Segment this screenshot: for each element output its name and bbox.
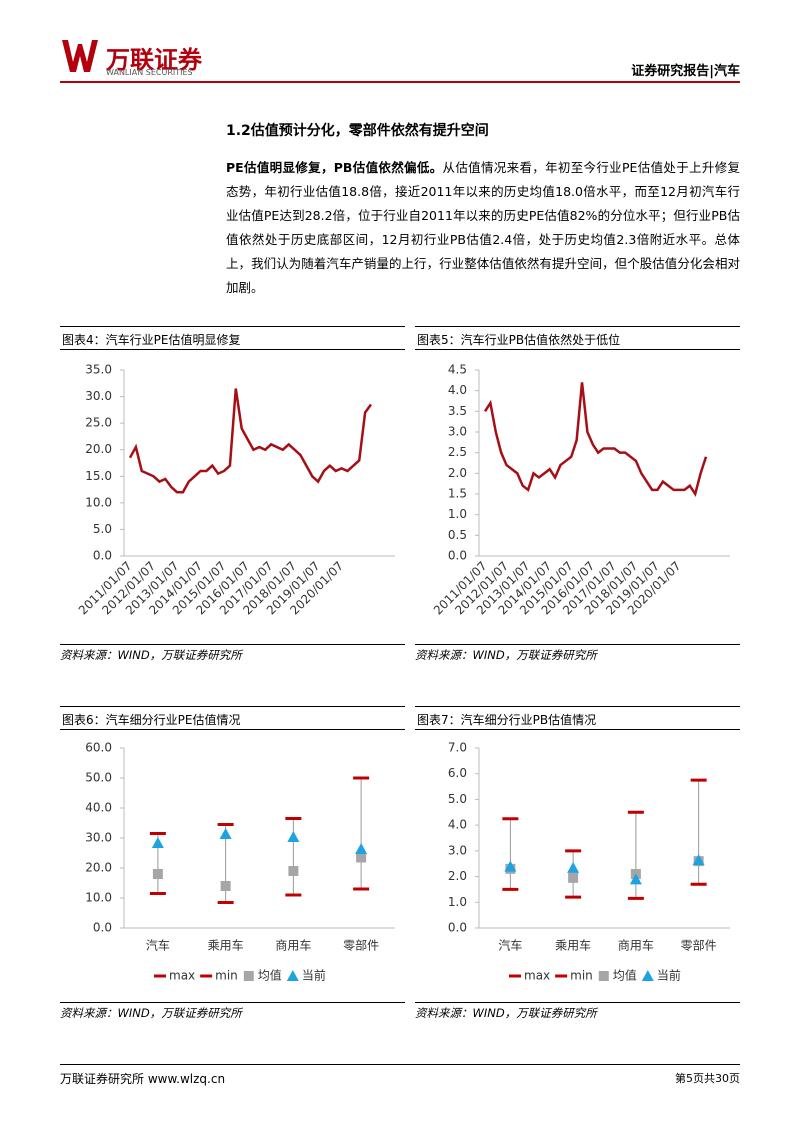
source: 资料来源：WIND，万联证券研究所 <box>60 1002 405 1021</box>
y-tick-label: 30.0 <box>85 831 112 845</box>
x-tick-label: 零部件 <box>343 938 379 953</box>
y-tick-label: 0.0 <box>448 549 467 563</box>
y-tick-label: 60.0 <box>85 741 112 755</box>
legend-label: max <box>169 969 195 983</box>
current-mark <box>567 861 580 873</box>
y-tick-label: 30.0 <box>85 389 112 403</box>
section-title: 1.2估值预计分化，零部件依然有提升空间 <box>226 123 489 139</box>
legend-label: 均值 <box>613 968 637 983</box>
legend-key <box>286 970 299 981</box>
legend-key <box>243 971 254 981</box>
x-tick-label: 汽车 <box>498 938 522 953</box>
chart: 0.00.51.01.52.02.53.03.54.04.52011/01/07… <box>431 363 730 618</box>
y-tick-label: 50.0 <box>85 771 112 785</box>
lead: PE估值明显修复，PB估值依然偏低。 <box>226 160 443 175</box>
chart: 0.05.010.015.020.025.030.035.02011/01/07… <box>76 363 395 618</box>
y-tick-label: 2.5 <box>448 445 467 459</box>
source: 资料来源：WIND，万联证券研究所 <box>60 644 405 663</box>
x-tick-label: 汽车 <box>146 938 170 953</box>
y-tick-label: 10.0 <box>85 891 112 905</box>
series-line <box>483 382 708 498</box>
chart: 0.0 10.0 20.0 30.0 40.0 50.0 60.0 汽车 乘用车 商用车 零部件 ma… <box>85 741 395 983</box>
current-mark <box>355 843 368 854</box>
y-tick-label: 20.0 <box>85 861 112 875</box>
logo-mark <box>62 40 98 72</box>
y-tick-label: 6.0 <box>448 766 467 780</box>
body-text: 从估值情况来看，年初至今行业PE估值处于上升修复态势，年初行业估值18.8倍，接… <box>226 160 740 295</box>
figure-title: 图表7：汽车细分行业PB估值情况 <box>415 706 740 730</box>
y-tick-label: 0.5 <box>448 528 467 542</box>
legend-label: min <box>215 969 238 983</box>
footer-rule <box>60 1064 740 1065</box>
page-number: 第5页共30页 <box>675 1072 740 1085</box>
chart: 0.0 1.0 2.0 3.0 4.0 5.0 6.0 7.0 汽车 乘用车 商用车 零部件 max mi… <box>448 741 730 983</box>
y-tick-label: 4.0 <box>448 818 467 832</box>
mean-mark <box>356 852 367 863</box>
legend-label: max <box>524 969 550 983</box>
y-tick-label: 3.0 <box>448 843 467 857</box>
y-tick-label: 0.0 <box>448 921 467 935</box>
brand: 万联证券 <box>106 46 202 74</box>
figure-title: 图表4：汽车行业PE估值明显修复 <box>60 326 405 350</box>
x-tick-label: 商用车 <box>275 938 311 953</box>
y-tick-label: 5.0 <box>93 522 112 536</box>
current-mark <box>151 837 164 848</box>
legend-label: 当前 <box>302 968 326 983</box>
source: 资料来源：WIND，万联证券研究所 <box>415 644 740 663</box>
y-tick-label: 15.0 <box>85 469 112 483</box>
y-tick-label: 0.0 <box>93 549 112 563</box>
y-tick-label: 4.0 <box>448 383 467 397</box>
x-tick-label: 零部件 <box>681 938 717 953</box>
x-tick-label: 乘用车 <box>208 938 244 953</box>
header-rule <box>60 81 740 83</box>
mean-mark <box>568 872 579 883</box>
y-tick-label: 7.0 <box>448 741 467 755</box>
y-tick-label: 2.0 <box>448 869 467 883</box>
y-tick-label: 2.0 <box>448 466 467 480</box>
y-tick-label: 35.0 <box>85 363 112 377</box>
y-tick-label: 20.0 <box>85 442 112 456</box>
legend-label: 均值 <box>258 968 282 983</box>
legend-label: min <box>570 969 593 983</box>
mean-mark <box>288 866 299 876</box>
legend-key <box>641 970 654 981</box>
current-mark <box>692 854 705 866</box>
y-tick-label: 1.0 <box>448 895 467 909</box>
y-tick-label: 1.0 <box>448 507 467 521</box>
y-tick-label: 10.0 <box>85 495 112 509</box>
footer-left: 万联证券研究所 www.wlzq.cn <box>60 1072 226 1086</box>
y-tick-label: 4.5 <box>448 363 467 377</box>
y-tick-label: 1.5 <box>448 487 467 501</box>
series-line <box>128 388 373 494</box>
current-mark <box>629 873 642 885</box>
mean-mark <box>152 869 163 879</box>
y-tick-label: 3.5 <box>448 404 467 418</box>
legend-key <box>598 971 609 981</box>
paragraph: PE估值明显修复，PB估值依然偏低。从估值情况来看，年初至今行业PE估值处于上升… <box>226 156 740 300</box>
brand-en: WANLIAN SECURITIES <box>106 68 193 77</box>
figure-title: 图表6：汽车细分行业PE估值情况 <box>60 706 405 730</box>
legend-label: 当前 <box>657 968 681 983</box>
y-tick-label: 5.0 <box>448 792 467 806</box>
mean-mark <box>220 881 231 891</box>
x-tick-label: 商用车 <box>618 938 654 953</box>
current-mark <box>287 831 300 842</box>
y-tick-label: 0.0 <box>93 921 112 935</box>
figure-title: 图表5：汽车行业PB估值依然处于低位 <box>415 326 740 350</box>
current-mark <box>219 828 232 839</box>
current-mark <box>504 860 517 872</box>
y-tick-label: 25.0 <box>85 416 112 430</box>
x-tick-label: 乘用车 <box>555 938 591 953</box>
source: 资料来源：WIND，万联证券研究所 <box>415 1002 740 1021</box>
y-tick-label: 3.0 <box>448 425 467 439</box>
y-tick-label: 40.0 <box>85 801 112 815</box>
report-tag: 证券研究报告|汽车 <box>631 64 740 79</box>
